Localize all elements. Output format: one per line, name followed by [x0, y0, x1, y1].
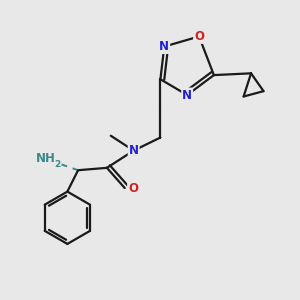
Text: 2: 2 [55, 160, 61, 169]
Text: N: N [159, 40, 169, 53]
Text: N: N [129, 144, 139, 157]
Text: O: O [194, 30, 204, 43]
Text: N: N [182, 88, 192, 101]
Text: NH: NH [36, 152, 56, 165]
Text: O: O [128, 182, 138, 195]
